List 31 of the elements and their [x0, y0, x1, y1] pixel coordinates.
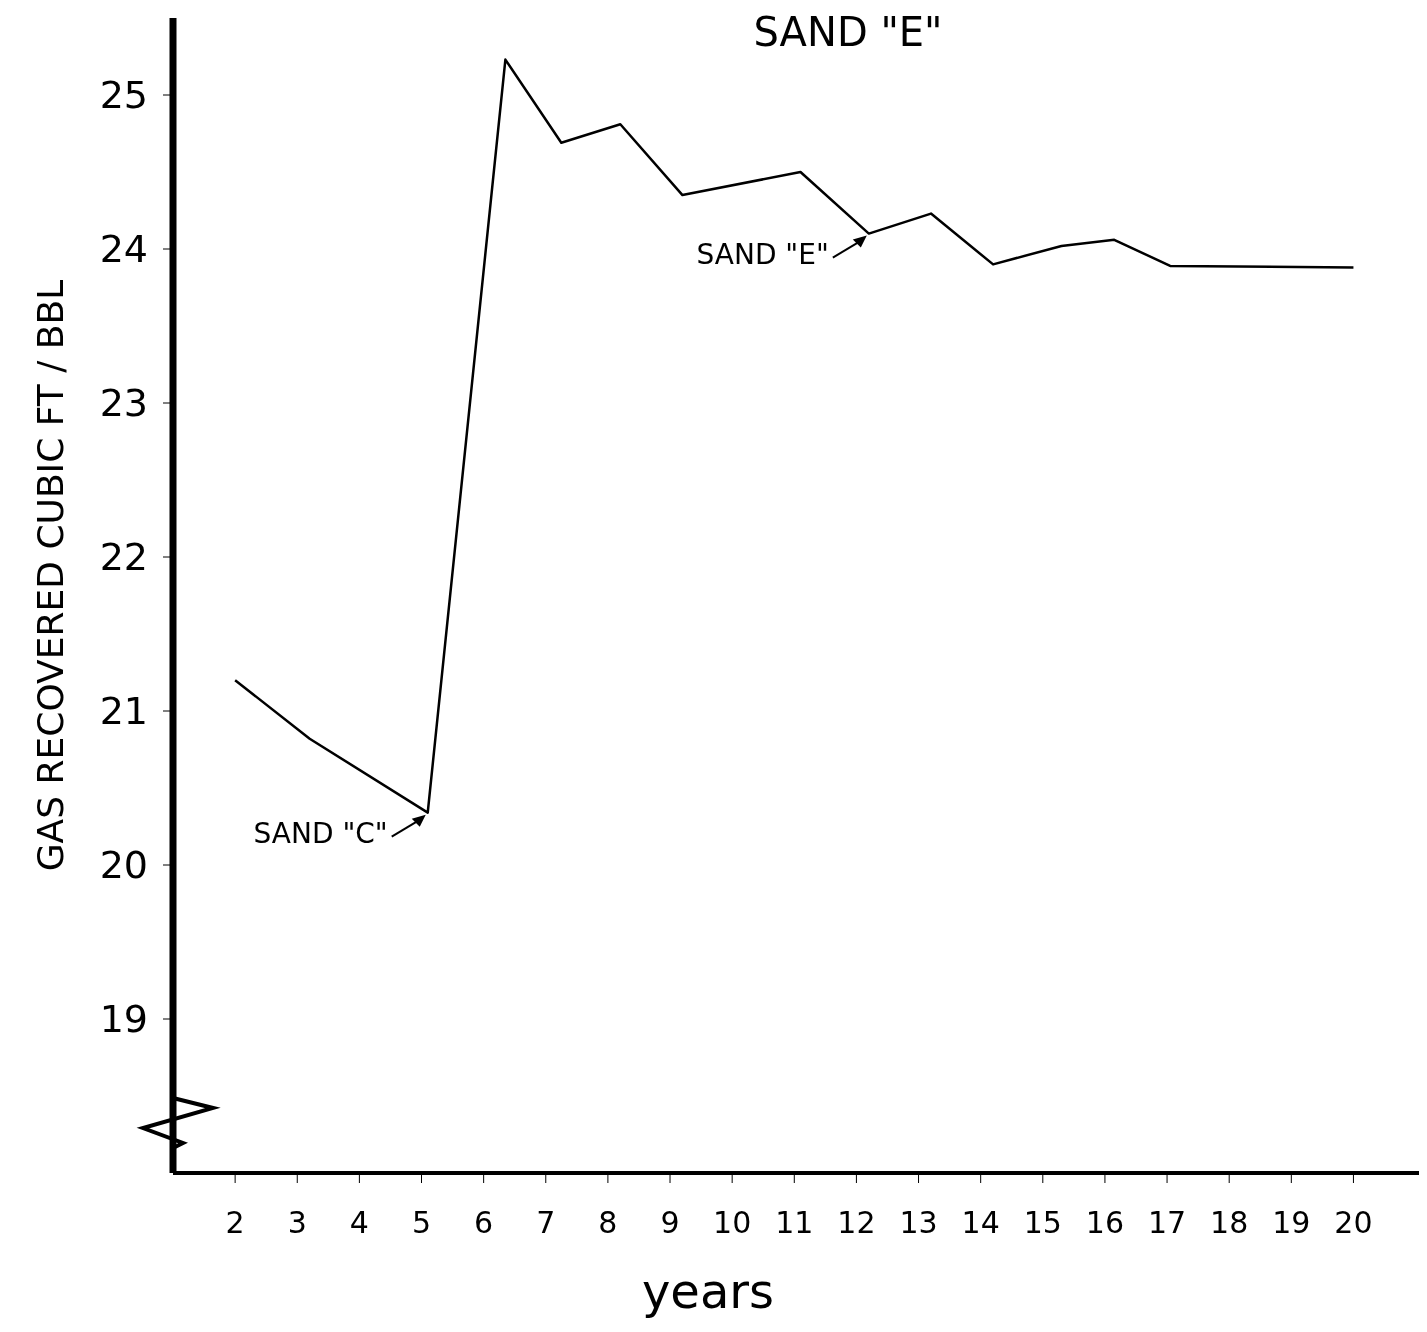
annotation: SAND "C": [253, 816, 388, 850]
x-tick-label: 16: [1085, 1205, 1125, 1240]
x-tick-label: 5: [411, 1205, 432, 1240]
x-tick-label: 17: [1147, 1205, 1187, 1240]
y-tick-label: 20: [99, 843, 148, 888]
x-tick-label: 13: [899, 1205, 938, 1240]
annotation: SAND "E": [696, 237, 829, 271]
x-tick-label: 4: [349, 1205, 369, 1240]
x-tick-label: 9: [660, 1205, 680, 1240]
x-tick-label: 19: [1272, 1205, 1311, 1240]
y-tick-label: 22: [99, 535, 148, 580]
y-tick-label: 23: [99, 381, 148, 426]
x-tick-label: 14: [961, 1205, 1000, 1240]
x-tick-label: 3: [287, 1205, 307, 1240]
x-tick-label: 12: [837, 1205, 876, 1240]
chart-title: SAND "E": [753, 9, 943, 55]
y-tick-label: 24: [99, 227, 148, 272]
x-tick-label: 11: [775, 1205, 814, 1240]
x-axis-title: years: [641, 1263, 775, 1319]
x-tick-label: 6: [474, 1205, 494, 1240]
x-tick-label: 18: [1210, 1205, 1249, 1240]
x-tick-label: 15: [1023, 1205, 1062, 1240]
y-tick-label: 21: [99, 689, 148, 734]
y-tick-label: 25: [99, 73, 148, 118]
x-tick-label: 10: [713, 1205, 752, 1240]
x-tick-label: 20: [1334, 1205, 1373, 1240]
x-tick-label: 7: [536, 1205, 556, 1240]
y-axis-title: GAS RECOVERED CUBIC FT / BBL: [30, 279, 71, 872]
y-tick-label: 19: [99, 997, 148, 1042]
x-tick-label: 8: [598, 1205, 618, 1240]
x-tick-label: 2: [225, 1205, 245, 1240]
